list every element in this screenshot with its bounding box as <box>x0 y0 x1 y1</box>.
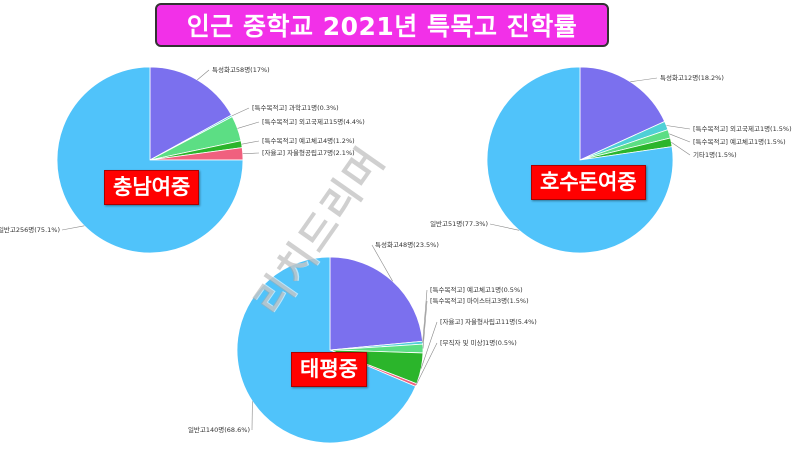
pie-chart-chungnam: 특성화고58명(17%) [특수목적고] 과학고1명(0.3%) [특수목적고] 외… <box>0 65 365 254</box>
slice-label: [특수목적고] 예고체고1명(0.5%) <box>430 285 523 294</box>
pie-slice <box>56 66 244 254</box>
pie-slice <box>486 66 674 254</box>
leader-line <box>242 152 260 154</box>
leader-line <box>241 140 260 145</box>
chart-name-chungnam: 충남여중 <box>104 170 200 206</box>
slice-label: 일반고256명(75.1%) <box>0 225 60 234</box>
slice-label: 특성화고12명(18.2%) <box>660 73 724 82</box>
slice-label: 기타1명(1.5%) <box>693 150 737 159</box>
slice-label: [특수목적고] 예고체고1명(1.5%) <box>693 137 786 146</box>
leader-line <box>197 69 210 81</box>
slice-label: [자율고] 자율형공립고7명(2.1%) <box>262 148 355 157</box>
slice-label: [특수목적고] 마이스터고3명(1.5%) <box>430 296 529 305</box>
slice-label: [특수목적고] 외고국제고15명(4.4%) <box>262 117 365 126</box>
leader-line <box>666 125 691 130</box>
chart-name-hosudon: 호수돈여중 <box>531 165 646 201</box>
slice-label: [무직자 및 미상]1명(0.5%) <box>440 338 517 347</box>
slice-label: 특성화고58명(17%) <box>212 65 270 74</box>
page-title: 인근 중학교 2021년 특목고 진학률 <box>155 3 609 47</box>
leader-line <box>231 107 250 117</box>
slice-label: 일반고51명(77.3%) <box>430 219 488 228</box>
slice-label: 특성화고48명(23.5%) <box>375 240 439 249</box>
leader-line <box>420 321 438 369</box>
leader-line <box>237 121 260 129</box>
pie-slice <box>329 256 424 351</box>
slice-label: [특수목적고] 외고국제고1명(1.5%) <box>693 124 792 133</box>
pie-chart-taepyeong: 특성화고48명(23.5%) [특수목적고] 예고체고1명(0.5%) [특수목적고… <box>188 240 537 444</box>
leader-line <box>422 289 428 343</box>
leader-line <box>671 142 691 156</box>
leader-line <box>630 77 658 83</box>
leader-line <box>415 342 438 386</box>
leader-line <box>669 133 691 143</box>
leader-line <box>371 244 393 282</box>
leader-line <box>489 223 520 231</box>
pie-slice <box>149 66 232 161</box>
slice-label: 일반고140명(68.6%) <box>188 425 250 434</box>
slice-label: [특수목적고] 예고체고4명(1.2%) <box>262 136 355 145</box>
pie-chart-hosudon: 특성화고12명(18.2%) [특수목적고] 외고국제고1명(1.5%) [특수목적… <box>430 66 792 254</box>
leader-line <box>61 225 85 231</box>
slice-label: [자율고] 자율형사립고11명(5.4%) <box>440 317 537 326</box>
slice-label: [특수목적고] 과학고1명(0.3%) <box>252 103 339 112</box>
chart-name-taepyeong: 태평중 <box>291 352 367 388</box>
leader-line <box>422 300 428 349</box>
